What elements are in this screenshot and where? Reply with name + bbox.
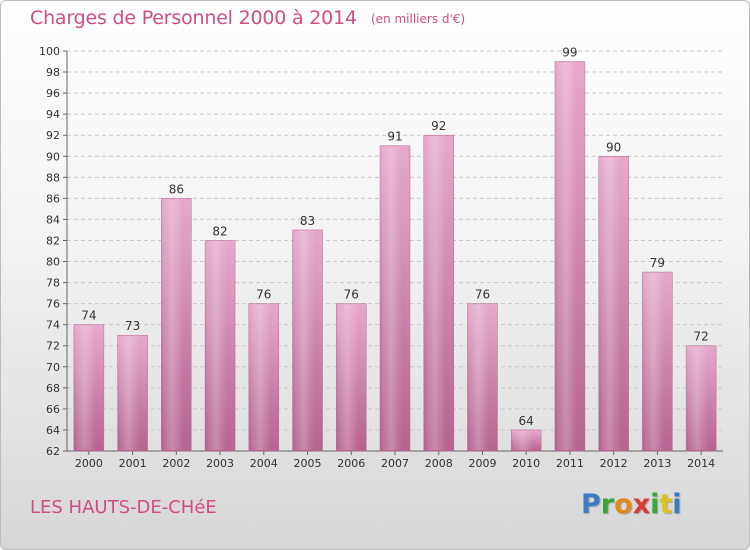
y-tick-label: 86 — [46, 192, 60, 205]
value-label-2002: 86 — [169, 182, 184, 196]
y-tick-label: 88 — [46, 171, 60, 184]
x-tick-label-2005: 2005 — [294, 457, 322, 470]
value-label-2005: 83 — [300, 214, 315, 228]
bar-highlight — [250, 304, 271, 450]
bar-highlight — [469, 304, 490, 450]
value-label-2000: 74 — [81, 309, 96, 323]
x-tick-label-2008: 2008 — [425, 457, 453, 470]
bar-highlight — [294, 230, 315, 450]
bar-layer — [73, 61, 717, 452]
x-tick-label-2003: 2003 — [206, 457, 234, 470]
x-tick-label-2012: 2012 — [600, 457, 628, 470]
value-label-2004: 76 — [256, 288, 271, 302]
x-tick-label-2009: 2009 — [468, 457, 496, 470]
y-tick-label: 76 — [46, 298, 60, 311]
y-tick-label: 82 — [46, 234, 60, 247]
value-label-2014: 72 — [693, 330, 708, 344]
y-tick-label: 74 — [46, 319, 60, 332]
brand-logo[interactable]: Proxiti — [581, 489, 682, 520]
x-tick-label-2007: 2007 — [381, 457, 409, 470]
y-tick-label: 90 — [46, 150, 60, 163]
y-tick-label: 98 — [46, 66, 60, 79]
x-tick-label-2013: 2013 — [643, 457, 671, 470]
bar-highlight — [119, 336, 140, 450]
y-tick-label: 80 — [46, 256, 60, 269]
y-tick-label: 94 — [46, 108, 60, 121]
bar-highlight — [513, 430, 534, 450]
y-tick-label: 70 — [46, 361, 60, 374]
x-tick-label-2014: 2014 — [687, 457, 715, 470]
bar-highlight — [425, 136, 446, 451]
bar-highlight — [688, 346, 709, 450]
value-label-2010: 64 — [519, 414, 534, 428]
value-label-2013: 79 — [650, 256, 665, 270]
bar-highlight — [207, 241, 228, 450]
bar-highlight — [163, 199, 184, 450]
bar-highlight — [382, 146, 402, 450]
x-tick-label-2004: 2004 — [250, 457, 278, 470]
chart-title: Charges de Personnel 2000 à 2014 — [30, 7, 357, 29]
x-tick-label-2011: 2011 — [556, 457, 584, 470]
y-tick-label: 62 — [46, 445, 60, 458]
x-tick-label-2010: 2010 — [512, 457, 540, 470]
x-tick-label-2000: 2000 — [75, 457, 103, 470]
value-label-2007: 91 — [387, 130, 402, 144]
y-tick-label: 96 — [46, 87, 60, 100]
value-label-2006: 76 — [344, 288, 359, 302]
y-tick-label: 92 — [46, 129, 60, 142]
y-tick-label: 64 — [46, 424, 60, 437]
bar-highlight — [556, 62, 577, 451]
x-tick-label-2002: 2002 — [162, 457, 190, 470]
bar-highlight — [644, 273, 665, 450]
bar-highlight — [338, 304, 359, 450]
y-tick-label: 66 — [46, 403, 60, 416]
value-label-2012: 90 — [606, 140, 621, 154]
x-tick-label-2001: 2001 — [119, 457, 147, 470]
value-label-2008: 92 — [431, 119, 446, 133]
y-tick-label: 100 — [39, 45, 60, 58]
y-tick-label: 84 — [46, 213, 60, 226]
y-tick-label: 72 — [46, 340, 60, 353]
bar-highlight — [600, 157, 621, 450]
value-label-2003: 82 — [212, 224, 227, 238]
y-tick-label: 68 — [46, 382, 60, 395]
location-label: LES HAUTS-DE-CHéE — [30, 497, 217, 518]
chart-subtitle: (en milliers d'€) — [371, 12, 466, 26]
value-label-2011: 99 — [562, 46, 577, 60]
y-tick-label: 78 — [46, 277, 60, 290]
value-label-2009: 76 — [475, 288, 490, 302]
value-label-2001: 73 — [125, 319, 140, 333]
x-tick-label-2006: 2006 — [337, 457, 365, 470]
label-layer: 74 2000 73 2001 86 2002 82 2003 76 2004 83 2005 76 20… — [75, 46, 715, 470]
bar-highlight — [75, 325, 96, 450]
